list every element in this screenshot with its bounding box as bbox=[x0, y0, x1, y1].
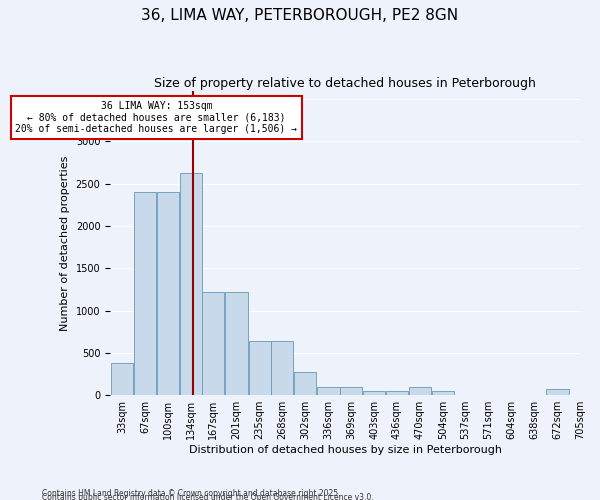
Bar bbox=[226, 292, 248, 395]
Text: 36 LIMA WAY: 153sqm
← 80% of detached houses are smaller (6,183)
20% of semi-det: 36 LIMA WAY: 153sqm ← 80% of detached ho… bbox=[16, 101, 298, 134]
Bar bbox=[386, 390, 408, 395]
Bar bbox=[340, 386, 362, 395]
Bar bbox=[409, 386, 431, 395]
Text: Contains HM Land Registry data © Crown copyright and database right 2025.: Contains HM Land Registry data © Crown c… bbox=[42, 488, 341, 498]
Bar bbox=[134, 192, 157, 395]
Bar bbox=[547, 390, 569, 395]
Bar bbox=[111, 363, 133, 395]
Y-axis label: Number of detached properties: Number of detached properties bbox=[60, 155, 70, 330]
Bar bbox=[295, 372, 316, 395]
Bar bbox=[317, 386, 340, 395]
Bar bbox=[202, 292, 224, 395]
Bar bbox=[432, 390, 454, 395]
Bar bbox=[248, 341, 271, 395]
Bar bbox=[157, 192, 179, 395]
Bar bbox=[271, 341, 293, 395]
Text: 36, LIMA WAY, PETERBOROUGH, PE2 8GN: 36, LIMA WAY, PETERBOROUGH, PE2 8GN bbox=[142, 8, 458, 22]
Text: Contains public sector information licensed under the Open Government Licence v3: Contains public sector information licen… bbox=[42, 494, 374, 500]
Title: Size of property relative to detached houses in Peterborough: Size of property relative to detached ho… bbox=[154, 78, 536, 90]
Bar bbox=[180, 174, 202, 395]
Bar bbox=[363, 390, 385, 395]
X-axis label: Distribution of detached houses by size in Peterborough: Distribution of detached houses by size … bbox=[188, 445, 502, 455]
